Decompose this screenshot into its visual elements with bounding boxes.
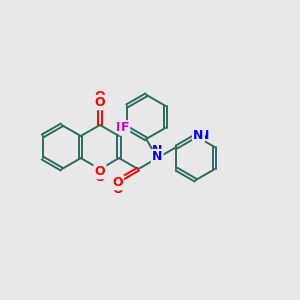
Text: N: N: [193, 129, 204, 142]
Text: F: F: [116, 122, 125, 134]
Text: O: O: [94, 165, 105, 178]
Text: O: O: [112, 182, 123, 196]
Text: N: N: [152, 144, 163, 157]
Text: O: O: [94, 89, 105, 103]
Text: N: N: [199, 129, 209, 142]
Text: O: O: [112, 176, 123, 189]
Text: O: O: [94, 96, 105, 109]
Text: N: N: [152, 150, 163, 163]
Text: F: F: [121, 122, 129, 134]
Text: O: O: [94, 172, 105, 184]
